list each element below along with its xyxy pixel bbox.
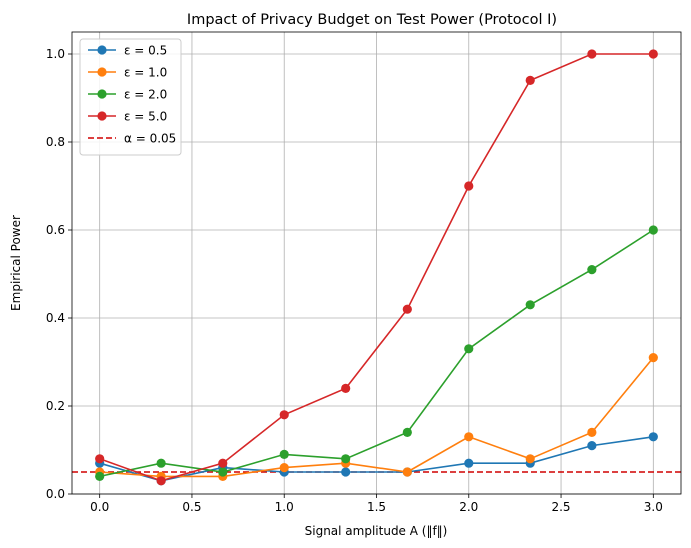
data-point bbox=[525, 300, 535, 310]
axis-ticks: 0.0 0.5 1.0 1.5 2.0 2.5 3.0 0.0 0.2 0.4 0.6 0.8 1.0 bbox=[46, 47, 663, 514]
data-point bbox=[279, 410, 289, 420]
x-tick-label: 3.0 bbox=[644, 500, 663, 514]
data-point bbox=[464, 344, 474, 354]
data-point bbox=[341, 467, 351, 477]
data-point bbox=[587, 427, 597, 437]
data-point bbox=[587, 441, 597, 451]
series-line-1 bbox=[99, 357, 654, 478]
series-line-0 bbox=[99, 436, 654, 482]
data-point bbox=[156, 476, 166, 486]
legend-label: ε = 2.0 bbox=[124, 88, 167, 102]
data-point bbox=[156, 458, 166, 468]
data-point bbox=[464, 458, 474, 468]
data-point bbox=[648, 353, 658, 363]
legend-box bbox=[79, 38, 182, 156]
data-point bbox=[218, 458, 228, 468]
data-point bbox=[464, 181, 474, 191]
x-axis-label: Signal amplitude A (‖f‖) bbox=[305, 524, 448, 538]
data-point bbox=[648, 432, 658, 442]
data-point bbox=[279, 449, 289, 459]
data-point bbox=[587, 265, 597, 275]
legend-marker bbox=[97, 89, 107, 99]
data-point bbox=[279, 463, 289, 473]
y-axis-label: Empirical Power bbox=[9, 215, 23, 311]
data-point bbox=[525, 75, 535, 85]
y-tick-label: 0.8 bbox=[46, 135, 65, 149]
y-tick-label: 1.0 bbox=[46, 47, 65, 61]
data-point bbox=[402, 467, 412, 477]
x-tick-label: 2.0 bbox=[459, 500, 478, 514]
legend: ε = 0.5 ε = 1.0 ε = 2.0 ε = 5.0 α = 0.05 bbox=[79, 38, 182, 156]
x-tick-label: 1.5 bbox=[367, 500, 386, 514]
data-point bbox=[218, 467, 228, 477]
data-point bbox=[648, 225, 658, 235]
series-layer bbox=[95, 49, 658, 486]
data-point bbox=[402, 427, 412, 437]
data-point bbox=[341, 454, 351, 464]
y-tick-label: 0.4 bbox=[46, 311, 65, 325]
x-tick-label: 2.5 bbox=[551, 500, 570, 514]
data-point bbox=[95, 454, 105, 464]
data-point bbox=[587, 49, 597, 59]
data-point bbox=[95, 471, 105, 481]
legend-marker bbox=[97, 111, 107, 121]
data-point bbox=[525, 454, 535, 464]
data-point bbox=[341, 383, 351, 393]
legend-label: ε = 5.0 bbox=[124, 110, 167, 124]
chart-title: Impact of Privacy Budget on Test Power (… bbox=[187, 12, 557, 28]
legend-marker bbox=[97, 67, 107, 77]
legend-label: ε = 0.5 bbox=[124, 44, 167, 58]
x-tick-label: 0.5 bbox=[182, 500, 201, 514]
y-tick-label: 0.2 bbox=[46, 399, 65, 413]
series-line-3 bbox=[99, 53, 654, 482]
legend-label: α = 0.05 bbox=[124, 132, 176, 146]
data-point bbox=[648, 49, 658, 59]
series-line-2 bbox=[99, 229, 654, 478]
x-tick-label: 1.0 bbox=[275, 500, 294, 514]
y-tick-label: 0.0 bbox=[46, 487, 65, 501]
data-point bbox=[464, 432, 474, 442]
y-tick-label: 0.6 bbox=[46, 223, 65, 237]
x-tick-label: 0.0 bbox=[90, 500, 109, 514]
data-point bbox=[402, 304, 412, 314]
legend-marker bbox=[97, 45, 107, 55]
legend-label: ε = 1.0 bbox=[124, 66, 167, 80]
